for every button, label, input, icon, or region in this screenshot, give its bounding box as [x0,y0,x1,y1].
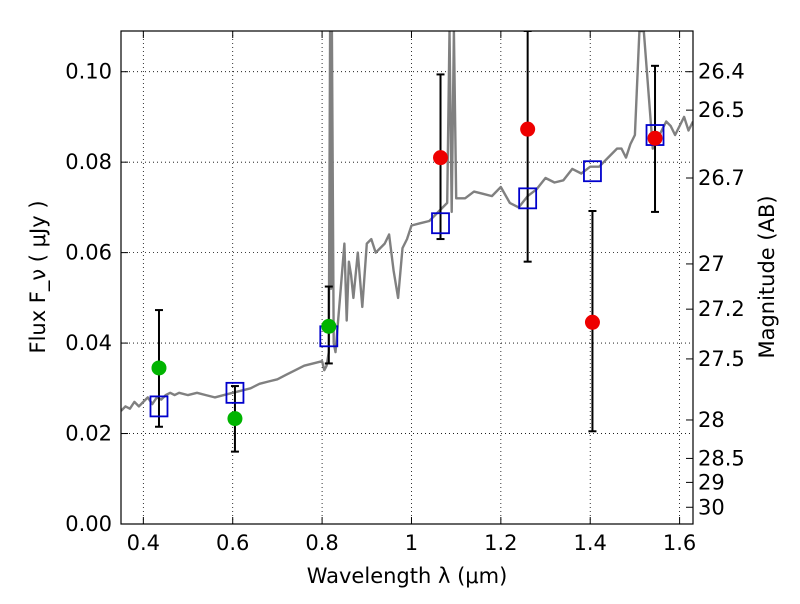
right-tick-label: 26.4 [698,60,745,84]
x-tick-label: 1.4 [574,531,607,555]
model-photometry-square [583,160,602,183]
y-tick-label: 0.00 [65,512,112,536]
template-spectrum-line [121,31,693,412]
model-photometry-square [149,395,169,418]
ticks: 0.4 0.6 0.8 1 1.2 1.4 1.6 0.00 0.02 0.04 0.06 0.08 0… [65,31,745,555]
red-photometry-point [433,150,449,166]
plot-frame [120,30,694,525]
x-tick-label: 1 [405,531,418,555]
right-tick-label: 27.5 [698,347,745,371]
green-photometry-point [321,318,337,334]
model-photometry-square [518,187,538,210]
x-tick-label: 0.6 [216,531,249,555]
right-tick-label: 30 [698,495,725,519]
y-axis-label: Flux F_ν ( μJy ) [26,200,51,353]
right-tick-label: 26.7 [698,166,745,190]
right-tick-label: 28.5 [698,446,745,470]
right-tick-label: 26.5 [698,98,745,122]
red-photometry-point [647,130,663,146]
right-tick-label: 28 [698,408,725,432]
right-axis-label: Magnitude (AB) [755,195,779,358]
x-tick-label: 0.8 [305,531,338,555]
red-photometry-point [584,314,600,330]
y-tick-label: 0.02 [65,422,112,446]
x-axis-label: Wavelength λ (μm) [307,564,508,588]
plot-data [121,31,693,453]
grid [121,31,693,525]
right-tick-label: 29 [698,470,725,494]
x-tick-label: 1.6 [663,531,696,555]
model-photometry-square [225,381,245,404]
x-tick-label: 1.2 [484,531,517,555]
y-tick-label: 0.08 [65,150,112,174]
model-photometry-square [431,212,450,235]
right-tick-label: 27.2 [698,297,745,321]
y-tick-label: 0.04 [65,331,112,355]
x-tick-label: 0.4 [127,531,160,555]
y-tick-label: 0.06 [65,241,112,265]
red-photometry-point [520,121,536,137]
green-photometry-point [151,360,167,376]
green-photometry-point [227,411,243,427]
right-tick-label: 27 [698,252,725,276]
y-tick-label: 0.10 [65,60,112,84]
